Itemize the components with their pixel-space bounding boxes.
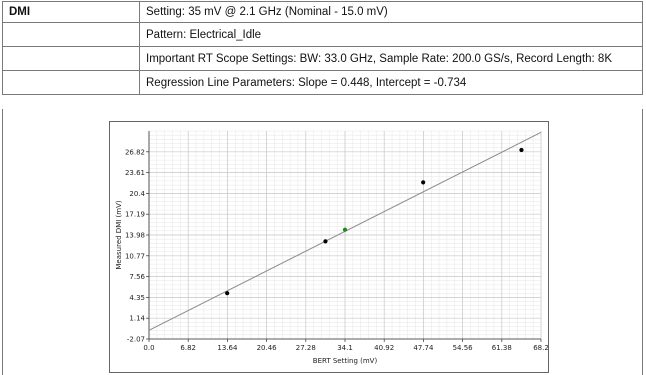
y-axis-label: Measured DMI (mV) xyxy=(115,200,123,269)
table-row: Pattern: Electrical_Idle xyxy=(2,22,643,47)
empty-cell xyxy=(2,46,140,71)
y-tick-label: 20.4 xyxy=(129,190,145,198)
y-tick-label: 26.82 xyxy=(125,148,145,156)
pattern-text: Pattern: Electrical_Idle xyxy=(139,22,643,47)
y-tick-label: 1.14 xyxy=(129,315,145,323)
data-point xyxy=(421,180,426,185)
data-point xyxy=(519,147,524,153)
x-tick-label: 0.0 xyxy=(143,344,154,352)
chart-container: 0.0 6.82 13.64 20.46 27.28 34.1 40.92 47.74 54.5… xyxy=(2,109,643,375)
empty-cell xyxy=(2,70,140,95)
scope-settings-text: Important RT Scope Settings: BW: 33.0 GH… xyxy=(139,46,643,71)
y-tick-label: 17.19 xyxy=(125,211,145,219)
y-tick-label: 13.98 xyxy=(125,232,145,240)
y-tick-label: 23.61 xyxy=(125,169,145,177)
empty-cell xyxy=(2,22,140,47)
data-points xyxy=(225,147,524,296)
data-point xyxy=(323,239,328,244)
x-tick-label: 40.92 xyxy=(374,344,394,352)
y-tick-label: 7.56 xyxy=(129,273,145,281)
dmi-label: DMI xyxy=(2,1,140,23)
data-point xyxy=(342,227,348,232)
scatter-chart: 0.0 6.82 13.64 20.46 27.28 34.1 40.92 47.74 54.5… xyxy=(109,121,549,373)
table-row: Important RT Scope Settings: BW: 33.0 GH… xyxy=(2,46,643,71)
table-row: DMI Setting: 35 mV @ 2.1 GHz (Nominal - … xyxy=(2,1,643,23)
y-tick-label: 10.77 xyxy=(125,252,145,260)
x-tick-label: 54.56 xyxy=(453,344,474,352)
x-tick-label: 34.1 xyxy=(337,344,353,352)
tick-labels: 0.0 6.82 13.64 20.46 27.28 34.1 40.92 47.74 54.5… xyxy=(125,148,549,352)
x-tick-label: 47.74 xyxy=(413,344,434,352)
y-tick-label: -2.07 xyxy=(127,336,145,344)
x-tick-label: 20.46 xyxy=(257,344,278,352)
table-row: Regression Line Parameters: Slope = 0.44… xyxy=(2,70,643,95)
data-point xyxy=(225,291,230,296)
x-tick-label: 61.38 xyxy=(492,344,512,352)
axes xyxy=(146,131,542,342)
x-axis-label: BERT Setting (mV) xyxy=(313,357,378,365)
info-table: DMI Setting: 35 mV @ 2.1 GHz (Nominal - … xyxy=(2,1,643,95)
y-tick-label: 4.35 xyxy=(129,294,145,302)
x-tick-label: 13.64 xyxy=(217,344,238,352)
x-tick-label: 6.82 xyxy=(180,344,196,352)
regression-text: Regression Line Parameters: Slope = 0.44… xyxy=(139,70,643,95)
setting-text: Setting: 35 mV @ 2.1 GHz (Nominal - 15.0… xyxy=(139,1,643,23)
x-tick-label: 68.2 xyxy=(533,344,549,352)
x-tick-label: 27.28 xyxy=(296,344,316,352)
